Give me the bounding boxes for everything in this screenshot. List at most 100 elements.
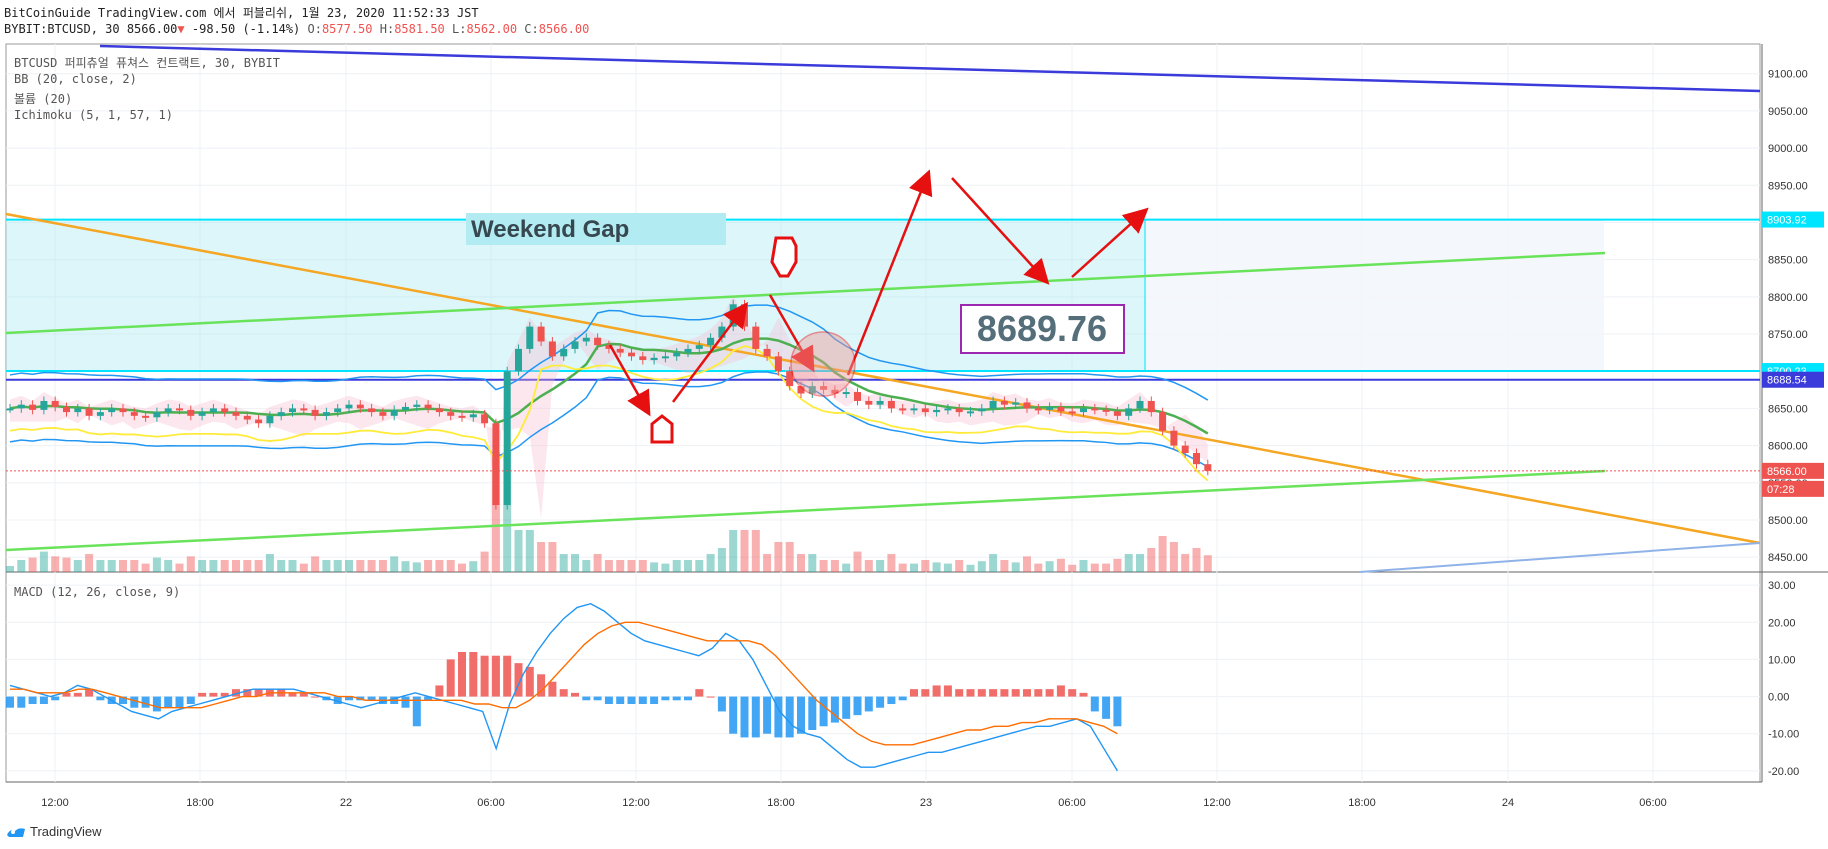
price-tick-label: 8950.00 — [1768, 180, 1808, 192]
volume-bar — [898, 563, 907, 572]
macd-histogram-bar — [1079, 692, 1088, 697]
hand-down-icon — [770, 236, 798, 278]
macd-histogram-bar — [28, 696, 37, 704]
price-label-bg — [1762, 371, 1824, 388]
candle-body — [786, 371, 794, 387]
candle-body — [424, 404, 432, 409]
macd-histogram-bar — [220, 692, 229, 697]
volume-bar — [650, 562, 659, 572]
macd-histogram-bar — [1000, 689, 1009, 697]
candle-body — [130, 412, 138, 416]
candle-body — [322, 412, 330, 416]
volume-bar — [288, 560, 297, 572]
volume-bar — [209, 560, 218, 572]
macd-histogram-bar — [525, 666, 534, 697]
countdown-text: 07:28 — [1767, 484, 1795, 496]
candle-body — [820, 386, 828, 390]
time-tick-label: 12:00 — [41, 797, 69, 809]
macd-histogram-bar — [412, 696, 421, 727]
candle-body — [865, 400, 873, 405]
volume-bar — [1124, 554, 1133, 572]
red-arrow — [846, 169, 933, 376]
macd-histogram-bar — [17, 696, 26, 708]
legend-bb: BB (20, close, 2) — [14, 72, 137, 86]
candle-body — [548, 341, 556, 357]
open-value: 8577.50 — [321, 22, 373, 36]
candle-body — [718, 326, 726, 338]
macd-histogram-bar — [695, 689, 704, 697]
volume-bar — [277, 560, 286, 572]
macd-tick-label: 20.00 — [1768, 617, 1796, 629]
close-label: C: — [524, 22, 539, 36]
macd-histogram-bar — [333, 696, 342, 704]
volume-bar — [1136, 554, 1144, 572]
price-change: -98.50 (-1.14%) — [191, 22, 301, 36]
candle-body — [402, 406, 409, 410]
macd-histogram-bar — [537, 674, 546, 697]
macd-tick-label: 0.00 — [1768, 692, 1789, 704]
volume-bar — [842, 563, 851, 572]
volume-bar — [1102, 563, 1111, 572]
macd-histogram-bar — [503, 655, 512, 697]
price-label-bg — [1762, 462, 1824, 479]
macd-histogram-bar — [650, 696, 659, 704]
volume-bar — [1034, 563, 1043, 572]
macd-histogram-bar — [910, 689, 918, 697]
candle-body — [1012, 402, 1020, 405]
candle-body — [605, 345, 613, 349]
candle-body — [1193, 453, 1200, 465]
volume-bar — [164, 560, 173, 572]
volume-bar — [672, 560, 681, 572]
candle-body — [673, 352, 681, 357]
candle-body — [831, 389, 839, 394]
volume-bar — [1147, 548, 1156, 572]
price-label-text: 8903.92 — [1767, 215, 1807, 227]
volume-bar — [243, 560, 252, 572]
candle-body — [707, 337, 715, 346]
macd-histogram-bar — [243, 689, 252, 697]
down-arrow-icon: ▼ — [177, 22, 185, 36]
candle-body — [537, 326, 545, 342]
volume-bar — [830, 560, 839, 572]
price-tick-label: 9100.00 — [1768, 69, 1808, 81]
macd-histogram-bar — [164, 696, 173, 708]
volume-bar — [740, 530, 749, 572]
candle-body — [628, 352, 635, 357]
candle-body — [255, 419, 263, 424]
axes: 9100.009050.009000.008950.008900.008850.… — [6, 69, 1824, 809]
volume-bar — [1079, 560, 1088, 572]
candle-body — [1068, 411, 1076, 414]
macd-histogram-bar — [446, 659, 455, 697]
macd-histogram-bar — [51, 696, 60, 701]
macd-histogram-bar — [85, 689, 94, 697]
macd-histogram-bar — [932, 685, 941, 697]
candle-body — [1181, 445, 1189, 454]
macd-histogram-bar — [1102, 696, 1111, 719]
macd-histogram-bar — [571, 692, 579, 697]
price-tick-label: 8850.00 — [1768, 255, 1808, 267]
top-blue-trend-line — [99, 44, 1761, 93]
countdown-bg — [1762, 480, 1824, 497]
candle-body — [481, 414, 489, 424]
time-tick-label: 06:00 — [1058, 797, 1086, 809]
volume-bar — [1056, 558, 1065, 572]
tradingview-footer[interactable]: TradingView — [6, 824, 102, 839]
volume-bar — [977, 561, 986, 572]
volume-bar — [1113, 558, 1122, 572]
candle-body — [85, 408, 93, 416]
volume-bar — [876, 560, 885, 572]
candle-body — [808, 386, 816, 394]
volume-bar — [17, 560, 26, 572]
volume-bar — [186, 556, 195, 572]
open-label: O: — [307, 22, 322, 36]
macd-line — [9, 602, 1118, 772]
volume-bar — [910, 563, 918, 572]
price-label-bg — [1762, 211, 1824, 228]
macd-histogram-bar — [288, 692, 297, 697]
volume-bar — [989, 554, 998, 572]
candle-body — [17, 404, 25, 409]
candle-body — [187, 409, 195, 416]
macd-histogram-bar — [152, 696, 161, 712]
candle-body — [1204, 464, 1212, 471]
